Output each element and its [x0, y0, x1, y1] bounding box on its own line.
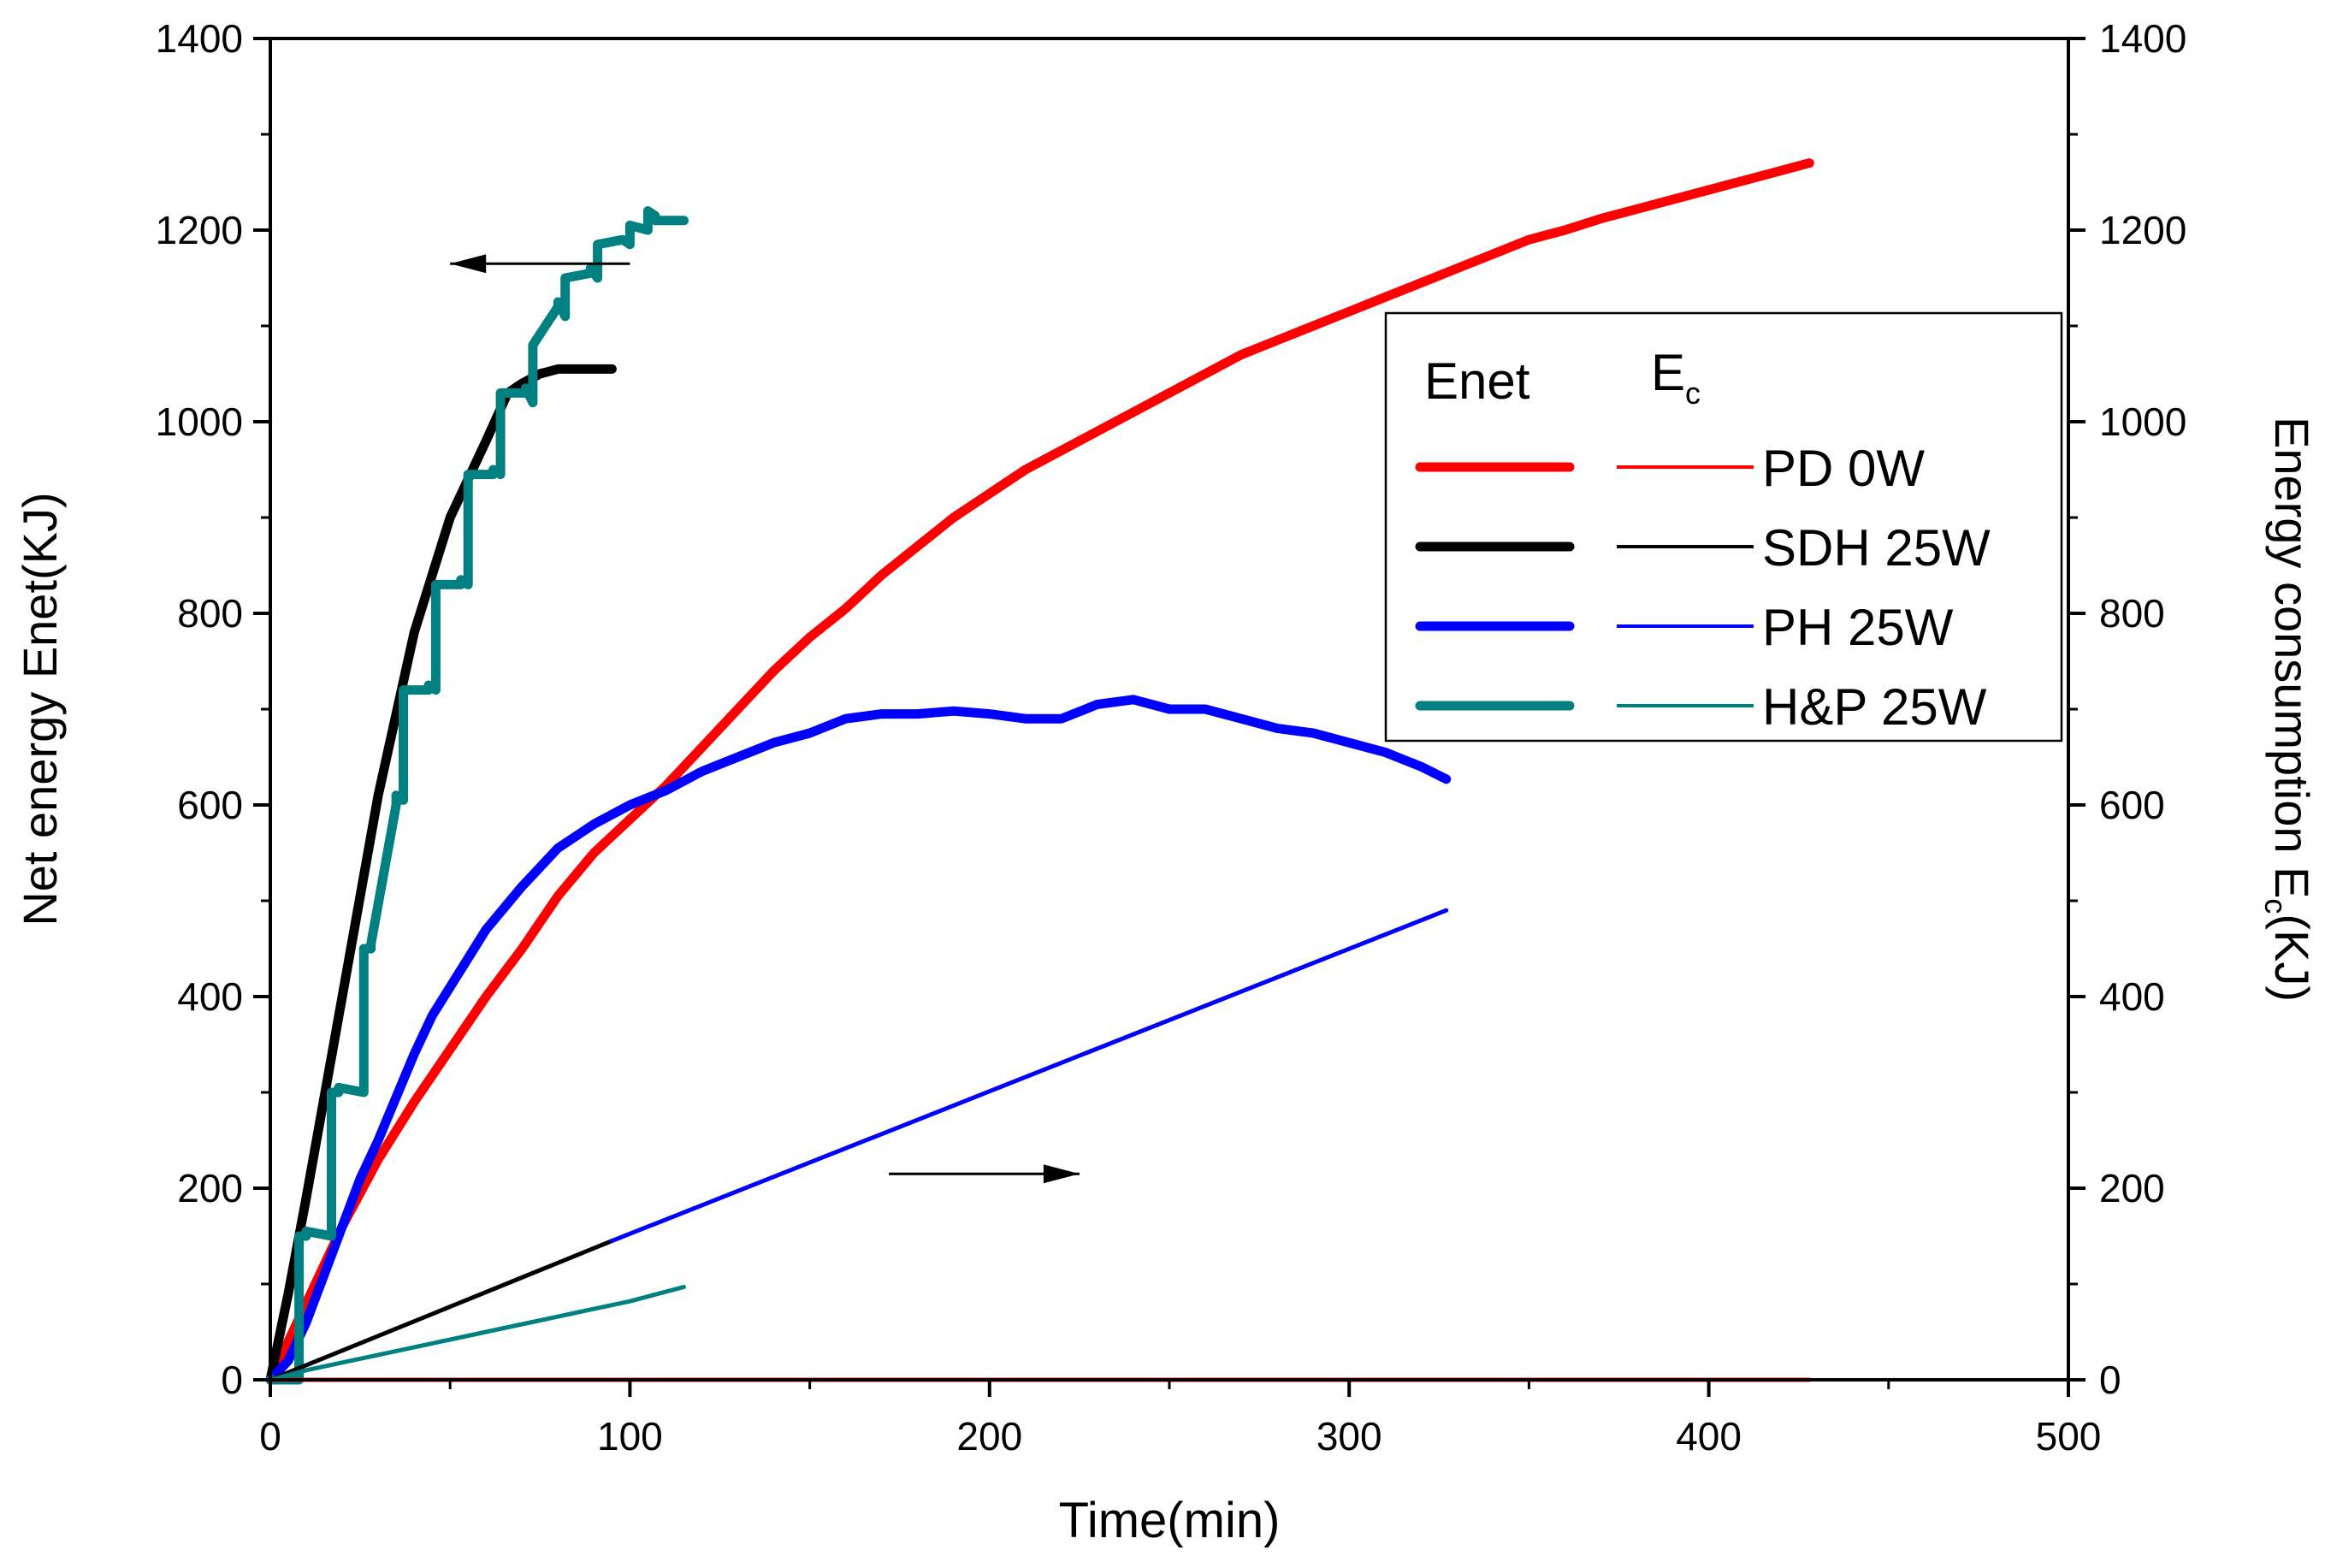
y-axis-label-right: Energy consumption Ec(KJ): [2258, 417, 2319, 1002]
y-tick-label-right: 800: [2099, 591, 2165, 636]
y-tick-label-left: 400: [177, 974, 243, 1019]
series-ec-sdh-25w-line: [268, 1239, 614, 1382]
legend: Enet Ec PD 0W SDH 25W PH 25W H&P 25W: [1384, 311, 2063, 743]
y-tick-label-left: 800: [177, 591, 243, 636]
legend-label: PH 25W: [1762, 599, 1954, 656]
x-tick-label: 500: [2036, 1414, 2102, 1459]
x-tick-label: 400: [1676, 1414, 1742, 1459]
y-axis-label-right-sub: c: [2258, 898, 2293, 914]
series-ec-ph-25w-line: [609, 908, 1449, 1244]
y-tick-label-left: 1400: [156, 16, 243, 61]
series-ec-h-p-25w-line: [268, 1284, 686, 1382]
x-tick-label: 300: [1316, 1414, 1382, 1459]
arrows: [450, 254, 1080, 1184]
y-tick-label-left: 1200: [156, 208, 243, 252]
y-tick-label-left: 200: [177, 1166, 243, 1210]
x-tick-label: 100: [597, 1414, 663, 1459]
x-tick-label: 0: [259, 1414, 281, 1459]
y-tick-label-left: 0: [221, 1358, 243, 1402]
y-tick-label-right: 400: [2099, 974, 2165, 1019]
y-tick-label-left: 600: [177, 783, 243, 827]
y-axis-label-left: Net energy Enet(KJ): [13, 492, 67, 926]
y-tick-label-right: 1200: [2099, 208, 2186, 252]
legend-box: [1384, 311, 2063, 743]
x-axis-label: Time(min): [1059, 1493, 1281, 1548]
series-enet-pd-0w-line: [265, 158, 1814, 1385]
legend-entries: PD 0W SDH 25W PH 25W H&P 25W: [1415, 440, 1991, 736]
series-enet-ph-25w-line: [265, 695, 1452, 1385]
legend-label: SDH 25W: [1762, 519, 1991, 577]
y-tick-label-right: 600: [2099, 783, 2165, 827]
series-enet-h-p-25w-line: [265, 206, 689, 1385]
y-tick-label-right: 200: [2099, 1166, 2165, 1210]
y-axis-label-right-unit: (KJ): [2265, 914, 2319, 1002]
y-tick-label-right: 0: [2099, 1358, 2121, 1402]
arrow-right-icon: [1043, 1164, 1080, 1184]
y-tick-label-right: 1400: [2099, 16, 2186, 61]
arrow-left-icon: [450, 254, 487, 274]
x-tick-label: 200: [956, 1414, 1022, 1459]
legend-label: PD 0W: [1762, 440, 1925, 497]
legend-header-ec-main: E: [1651, 344, 1685, 401]
legend-header-enet: Enet: [1424, 352, 1530, 410]
legend-header-ec-sub: c: [1685, 376, 1701, 411]
y-tick-label-left: 1000: [156, 399, 243, 444]
y-axis-label-right-main: Energy consumption E: [2265, 417, 2319, 898]
y-tick-label-right: 1000: [2099, 399, 2186, 444]
legend-label: H&P 25W: [1762, 678, 1987, 736]
legend-header-ec: Ec: [1651, 344, 1701, 411]
